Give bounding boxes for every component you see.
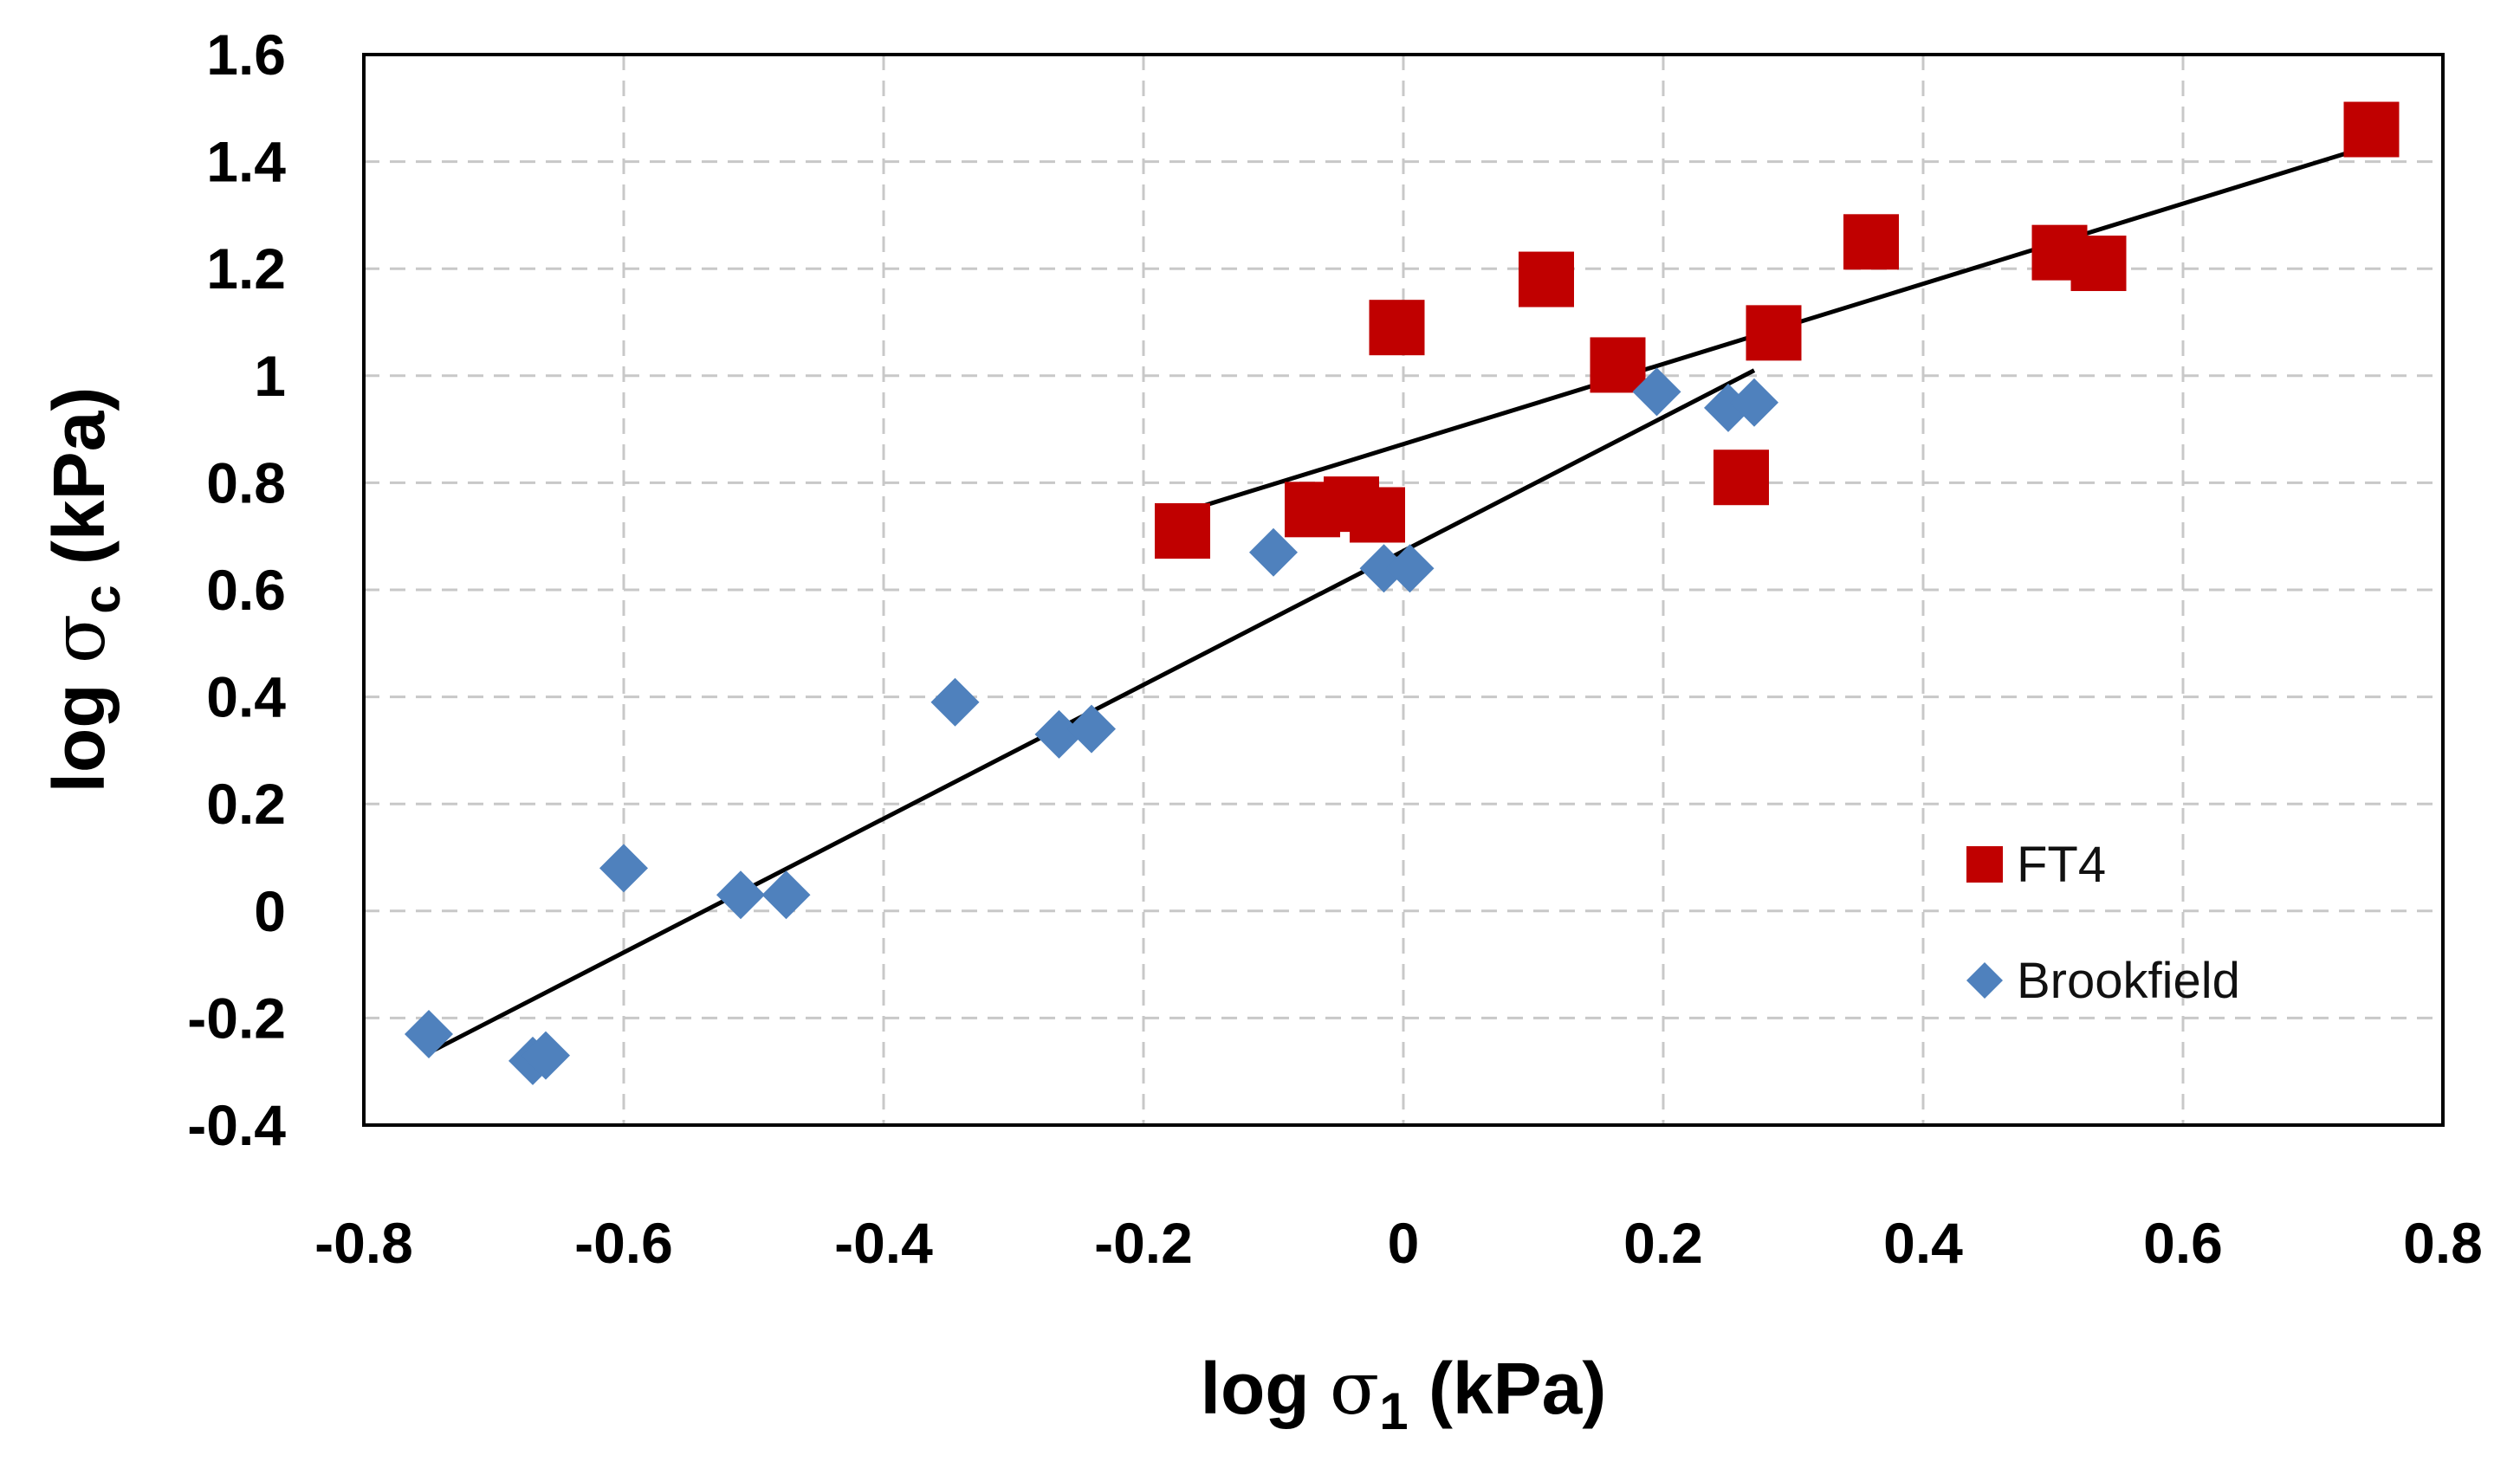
data-point-brookfield [1730,378,1778,427]
data-point-brookfield [761,870,811,920]
data-point-ft4 [1746,305,1802,361]
y-axis-tick-labels: -0.4 -0.2 0 0.2 0.4 0.6 0.8 1 1.2 1.4 1.6 [187,23,286,1157]
legend-label-ft4: FT4 [2017,837,2106,893]
y-tick-label: 0 [254,879,286,943]
data-point-ft4 [1155,503,1210,560]
data-point-ft4 [1590,337,1646,393]
x-tick-label: 0.8 [2403,1211,2483,1275]
data-point-ft4 [1369,300,1425,356]
y-tick-label: 0.4 [206,665,286,729]
y-tick-label: -0.4 [187,1093,286,1157]
x-tick-label: -0.4 [834,1211,933,1275]
legend-marker-ft4 [1966,846,2003,883]
data-point-brookfield [1249,527,1298,577]
y-tick-label: -0.2 [187,986,286,1050]
data-point-brookfield [1359,544,1409,593]
x-tick-label: -0.2 [1094,1211,1193,1275]
x-axis-title: log σ1 (kPa) [1201,1346,1607,1440]
x-tick-label: -0.6 [574,1211,673,1275]
x-tick-label: 0.6 [2143,1211,2223,1275]
y-tick-label: 1.2 [206,236,286,301]
y-tick-label: 1 [254,344,286,408]
y-tick-label: 0.8 [206,450,286,514]
x-tick-label: 0.2 [1623,1211,1703,1275]
data-point-brookfield [1034,709,1084,759]
x-tick-label: -0.8 [314,1211,413,1275]
x-axis-tick-labels: -0.8 -0.6 -0.4 -0.2 0 0.2 0.4 0.6 0.8 [314,1211,2483,1275]
x-tick-label: 0.4 [1883,1211,1963,1275]
data-point-ft4 [1519,251,1574,307]
data-point-brookfield [405,1009,453,1058]
grid [364,55,2443,1125]
y-tick-label: 0.2 [206,772,286,836]
data-point-ft4 [1843,214,1899,270]
x-tick-label: 0 [1388,1211,1420,1275]
data-point-brookfield [716,870,765,920]
data-point-brookfield [1385,544,1435,593]
data-point-ft4 [1350,487,1405,543]
data-point-brookfield [1067,704,1116,754]
data-point-ft4 [2343,101,2400,158]
y-tick-label: 1.4 [206,130,286,194]
y-tick-label: 0.6 [206,558,286,622]
data-point-ft4 [1713,450,1769,506]
plot-area-frame [362,53,2445,1127]
data-points [405,101,2400,1085]
data-point-ft4 [2070,236,2127,292]
y-tick-label: 1.6 [206,23,286,87]
legend-marker-brookfield [1966,962,2003,999]
data-point-brookfield [599,844,648,893]
legend: FT4 Brookfield [1966,837,2240,1009]
data-point-brookfield [1632,367,1681,417]
data-point-brookfield [930,677,980,727]
y-axis-title: log σc (kPa) [36,387,131,793]
legend-label-brookfield: Brookfield [2017,953,2240,1009]
data-point-brookfield [521,1031,570,1080]
